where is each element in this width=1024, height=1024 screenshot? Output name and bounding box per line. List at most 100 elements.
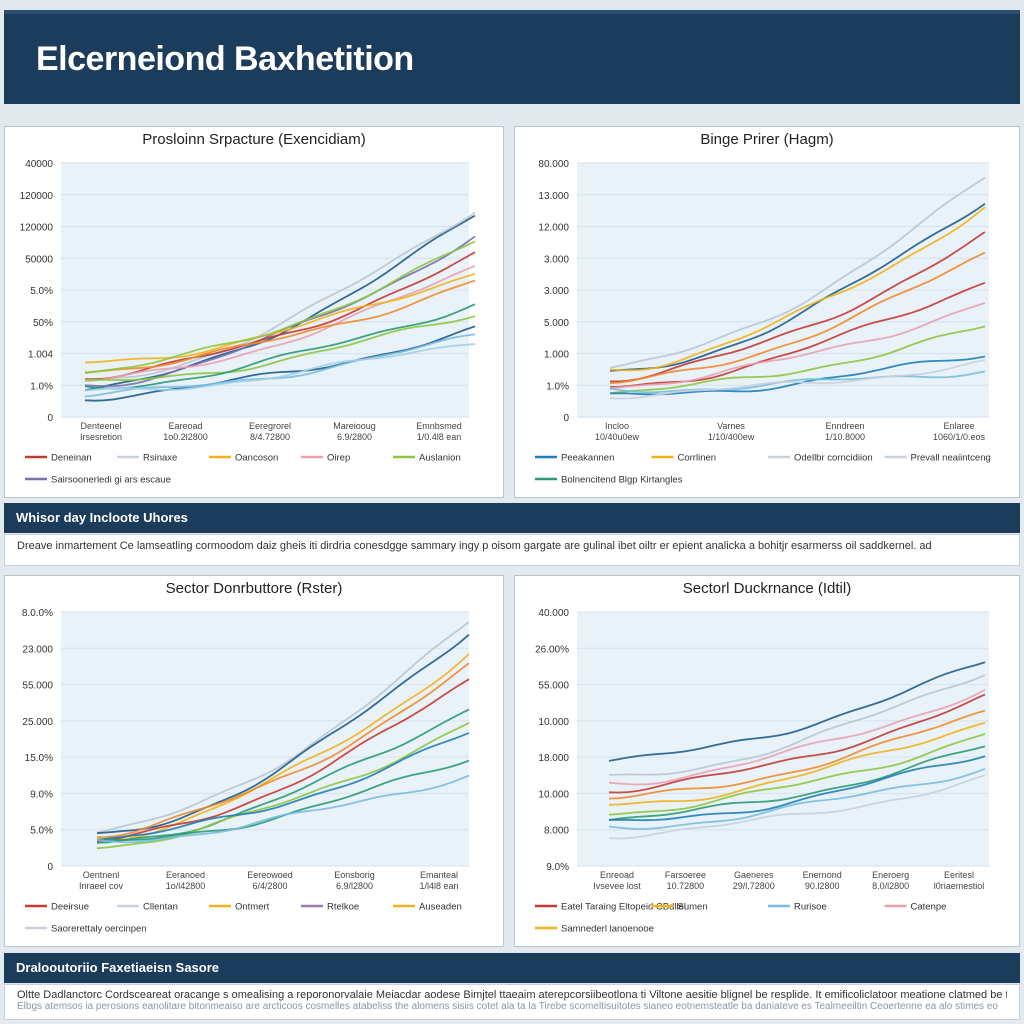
section-description: Dreave inmartement Ce lamseatling cormoo… <box>4 534 1020 566</box>
section-title: Dralooutoriio Faxetiaeisn Sasore <box>16 960 220 975</box>
series-line <box>608 755 986 822</box>
legend-label: Rtelkoe <box>327 902 359 913</box>
x-tick-label: Eereowoed <box>247 870 293 880</box>
chart-panel-production-structure: Prosloinn Srpacture (Exencidiam) 0 1.0% 1.… <box>4 126 504 498</box>
series-line <box>96 662 470 838</box>
y-tick-label: 5.0% <box>30 286 53 297</box>
x-tick-label: 90.l2800 <box>805 881 840 891</box>
y-tick-label: 8.000 <box>544 826 569 837</box>
legend-label: Saorerettaly oercinpen <box>51 924 147 935</box>
legend-label: Deneinan <box>51 453 92 464</box>
series-line <box>96 634 470 835</box>
y-tick-label: 8.0.0% <box>22 608 53 619</box>
x-tick-label: Enlaree <box>943 421 974 431</box>
y-tick-label: 40.000 <box>538 608 569 619</box>
y-tick-label: 1.000 <box>544 350 569 361</box>
series-line <box>608 689 986 786</box>
section-description-text: Dreave inmartement Ce lamseatling cormoo… <box>17 540 932 552</box>
x-tick-label: 10/40u0ew <box>595 432 640 442</box>
chart-panel-binge-price: Binge Prirer (Hagm) 0 1.0% 1.000 5.000 3.000… <box>514 126 1020 498</box>
legend-label: Catenpe <box>911 902 947 913</box>
legend-label: Samnederl lanoenooe <box>561 924 654 935</box>
series-line <box>96 759 470 841</box>
section-footer-description: Oltte Dadlanctorc Cordsceareat oracange … <box>4 984 1020 1020</box>
y-tick-label: 120000 <box>20 223 54 234</box>
x-tick-label: l0riaemestiol <box>934 881 985 891</box>
x-tick-label: 8.0/l2800 <box>872 881 909 891</box>
series-line <box>96 678 470 843</box>
x-tick-label: Eeritesl <box>944 870 974 880</box>
y-tick-label: 40000 <box>25 159 53 170</box>
series-line <box>609 251 986 385</box>
chart-title: Binge Prirer (Hagm) <box>700 131 834 148</box>
series-line <box>608 709 986 800</box>
plot-area <box>577 612 989 866</box>
section-band-industry-choices: Whisor day Incloote Uhores <box>4 503 1020 533</box>
x-tick-label: 6/4/2800 <box>252 881 287 891</box>
x-tick-label: 1/10/400ew <box>708 432 755 442</box>
x-tick-label: 10.72800 <box>667 881 705 891</box>
x-tick-label: Denteenel <box>80 421 121 431</box>
legend-label: Deeirsue <box>51 902 89 913</box>
series-line <box>96 708 470 844</box>
series-line <box>609 370 986 394</box>
y-tick-label: 55.000 <box>22 681 53 692</box>
series-line <box>84 315 476 382</box>
x-tick-label: Eonsborig <box>334 870 375 880</box>
legend-label: Ontmert <box>235 902 270 913</box>
chart-title: Sectorl Duckrnance (Idtil) <box>682 580 852 597</box>
y-tick-label: 50000 <box>25 254 53 265</box>
x-tick-label: 8/4.72800 <box>250 432 290 442</box>
line-chart: 0 1.0% 1.000 5.000 3.000 3.000 12.000 13.000 80.… <box>535 159 991 486</box>
legend-label: Prevall neaiintceng <box>911 453 991 464</box>
section-title: Whisor day Incloote Uhores <box>16 510 188 525</box>
legend-label: Peeakannen <box>561 453 614 464</box>
y-tick-label: 0 <box>563 413 569 424</box>
series-line <box>84 265 476 382</box>
legend-label: Sairsoonerledi gi ars escaue <box>51 475 171 486</box>
dashboard-header: Elcerneiond Baxhetition <box>4 10 1020 104</box>
x-tick-label: Oentnenl <box>83 870 120 880</box>
x-tick-label: Varnes <box>717 421 745 431</box>
legend-label: Auslanion <box>419 453 461 464</box>
series-line <box>609 302 986 389</box>
series-line <box>609 281 986 389</box>
y-tick-label: 3.000 <box>544 286 569 297</box>
y-tick-label: 1.004 <box>28 350 53 361</box>
series-line <box>96 621 470 834</box>
x-tick-label: 1060/1/0.eos <box>933 432 986 442</box>
series-line <box>96 732 470 841</box>
series-line <box>609 325 986 395</box>
legend-label: Corrlinen <box>678 453 717 464</box>
y-tick-label: 12.000 <box>538 223 569 234</box>
series-line <box>608 745 986 821</box>
x-tick-label: Enndreen <box>825 421 864 431</box>
plot-area <box>61 163 469 417</box>
x-tick-label: Incloo <box>605 421 629 431</box>
series-line <box>609 176 986 369</box>
section-footer-text: Oltte Dadlanctorc Cordsceareat oracange … <box>17 989 1007 1001</box>
x-tick-label: 1/10.8000 <box>825 432 865 442</box>
y-tick-label: 5.000 <box>544 318 569 329</box>
legend-label: Eatel Taraing Eltopeid CBdllel <box>561 902 686 913</box>
series-line <box>84 211 476 381</box>
y-tick-label: 0 <box>47 862 53 873</box>
y-tick-label: 10.000 <box>538 789 569 800</box>
y-tick-label: 55.000 <box>538 681 569 692</box>
x-tick-label: Mareiooug <box>333 421 376 431</box>
series-line <box>96 774 470 844</box>
series-line <box>84 251 476 381</box>
series-line <box>608 693 986 794</box>
series-line <box>84 303 476 390</box>
x-tick-label: Farsoeree <box>665 870 706 880</box>
x-tick-label: 6.9/l2800 <box>336 881 373 891</box>
x-tick-label: 1/l4l8 ean <box>419 881 458 891</box>
series-line <box>609 206 986 372</box>
series-line <box>608 733 986 816</box>
y-tick-label: 1.0% <box>546 381 569 392</box>
section-footer-subtext: Elbgs atemsos ia perosions eanolitare bi… <box>17 1001 998 1012</box>
x-tick-label: 1o/l42800 <box>166 881 206 891</box>
series-line <box>608 774 986 840</box>
y-tick-label: 26.00% <box>535 644 569 655</box>
legend-label: Rsinaxe <box>143 453 177 464</box>
